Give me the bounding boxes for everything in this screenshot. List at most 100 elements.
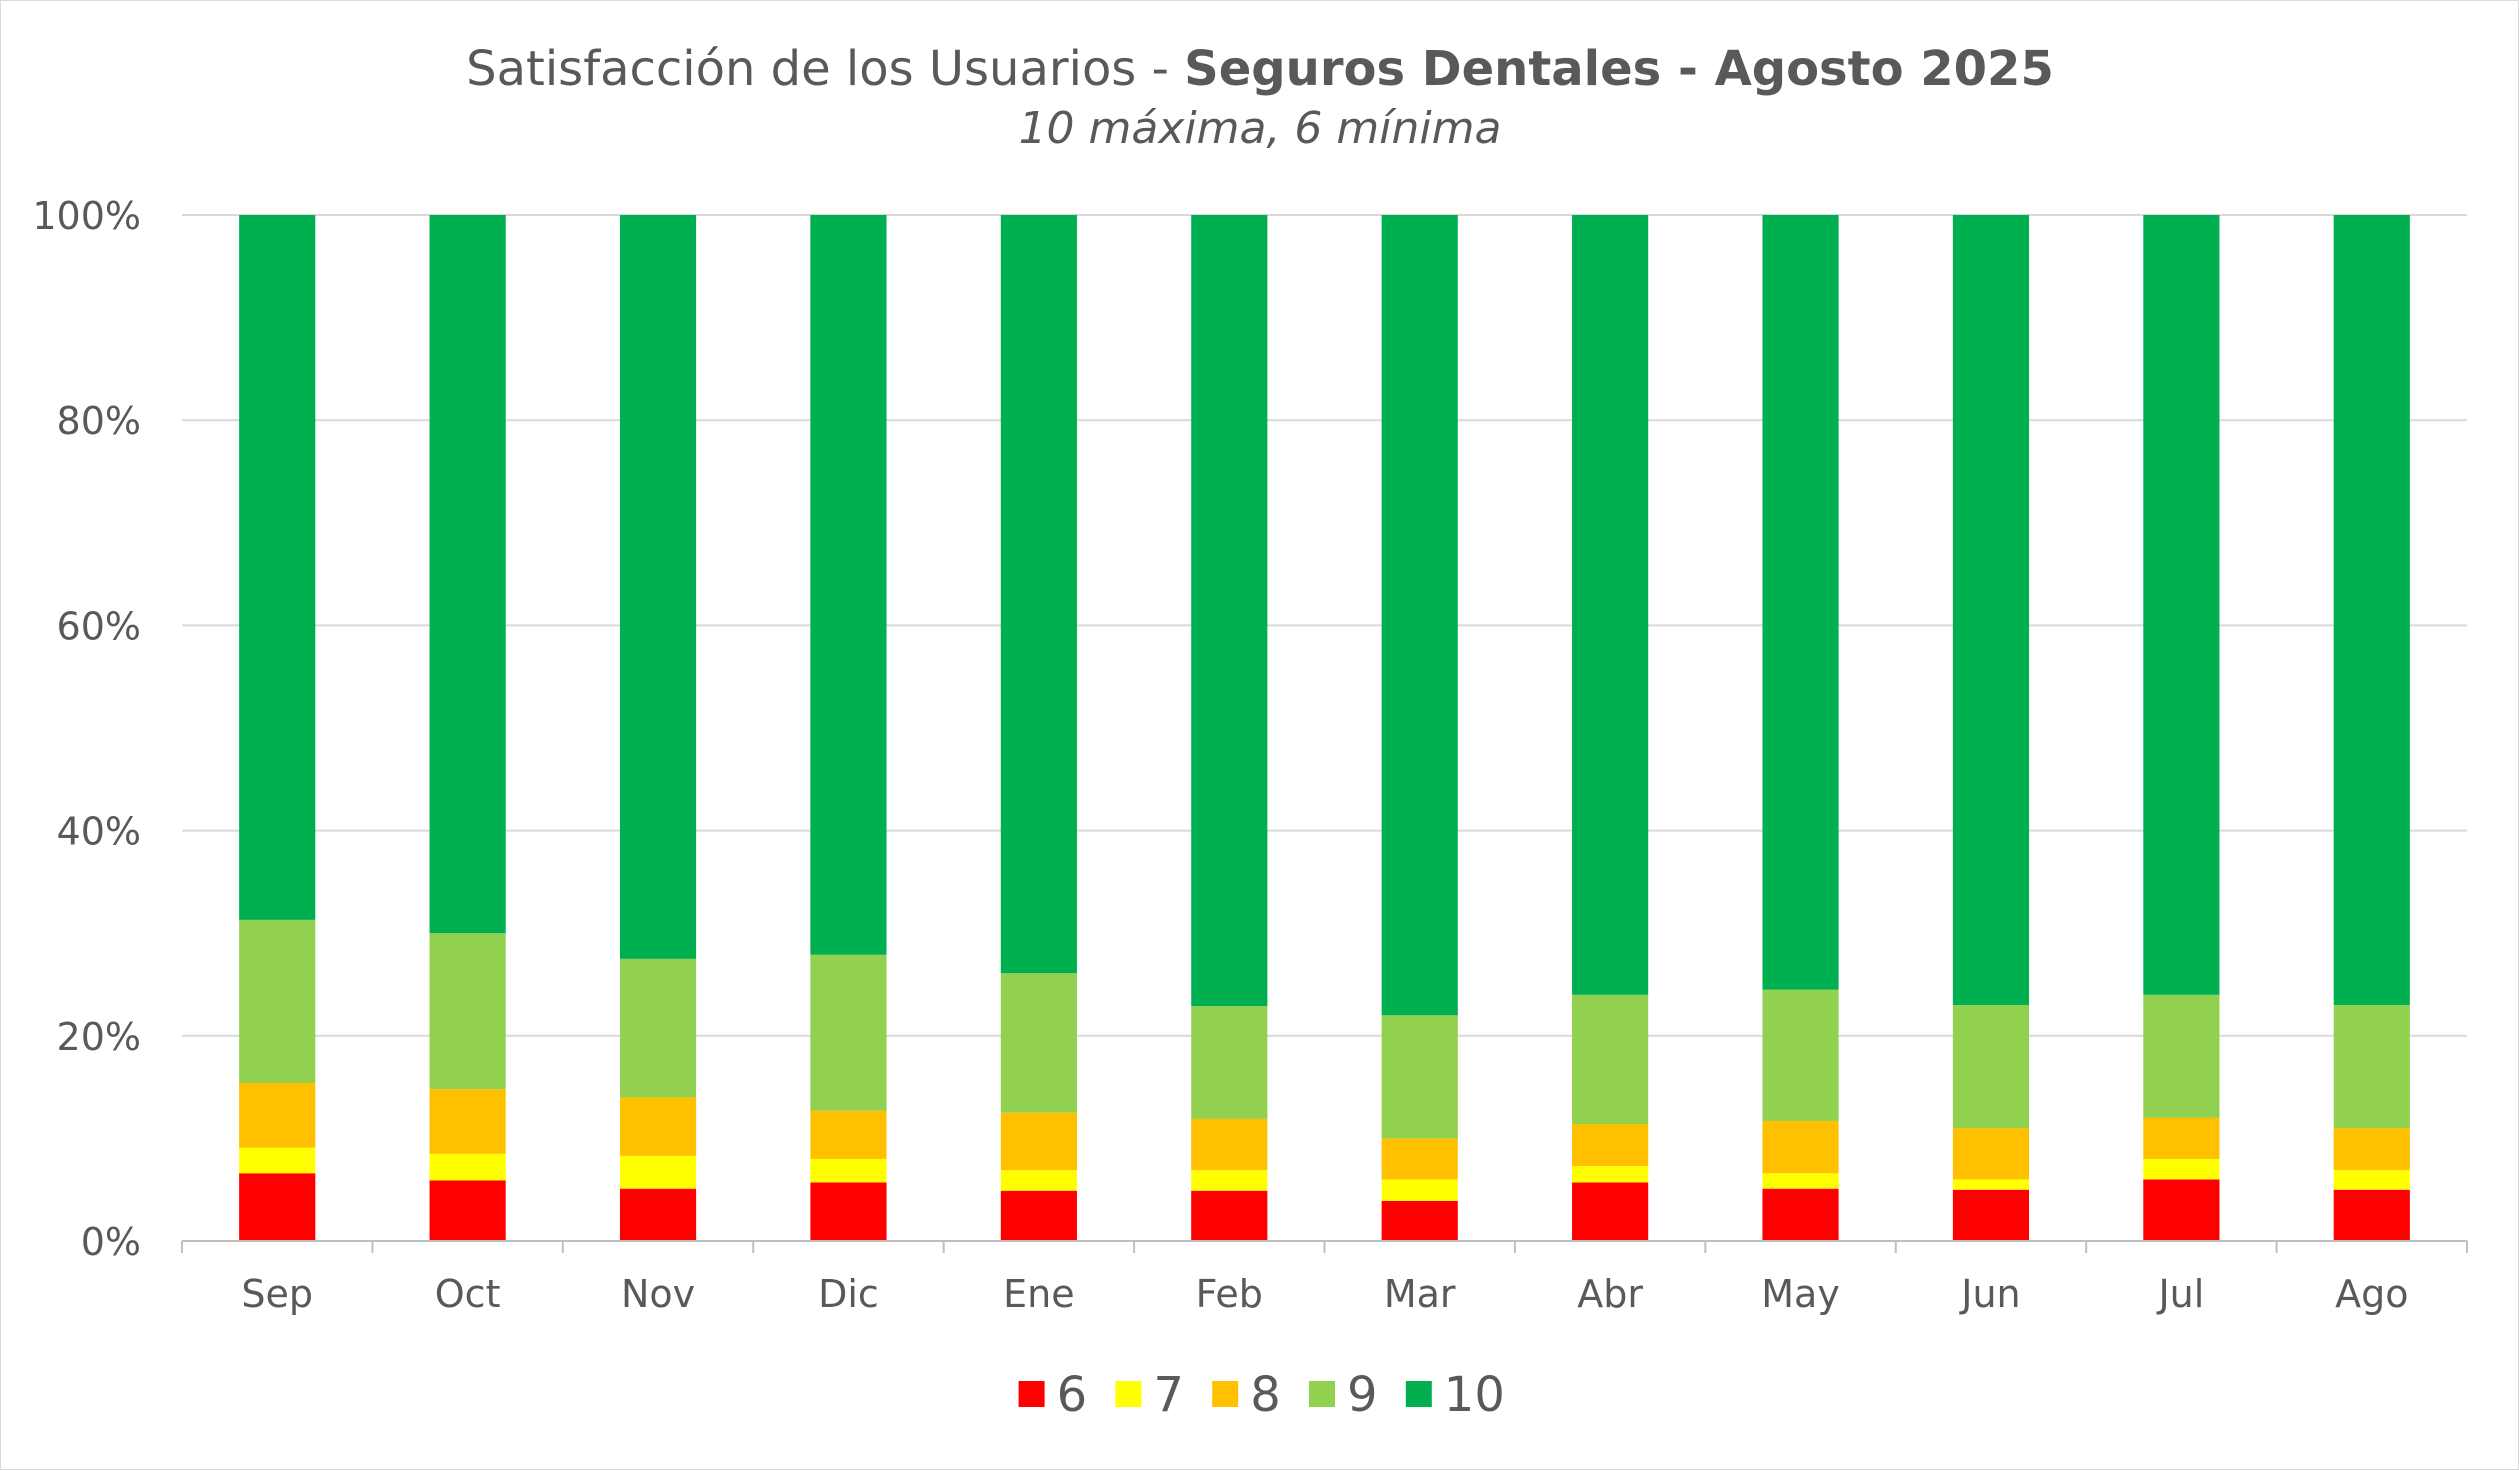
legend-item-6: 6 (1018, 1367, 1088, 1423)
legend-label: 7 (1153, 1367, 1184, 1423)
legend-swatch (1405, 1381, 1432, 1407)
bar-segment-mar-6 (1381, 1200, 1458, 1241)
bar-segment-oct-6 (429, 1180, 506, 1241)
x-tick-label: Mar (1384, 1272, 1456, 1316)
bar-segment-jun-9 (1952, 1005, 2030, 1129)
bar-segment-ene-6 (1000, 1190, 1077, 1241)
bar-segment-jun-6 (1952, 1189, 2030, 1241)
bar-segment-feb-9 (1191, 1006, 1268, 1119)
bar-segment-may-9 (1762, 989, 1839, 1121)
bar-segment-ago-7 (2333, 1170, 2410, 1190)
bar-segment-ago-6 (2333, 1189, 2410, 1241)
bar-segment-may-6 (1762, 1188, 1839, 1241)
bar-segment-nov-10 (619, 215, 697, 959)
x-axis-labels: Sep Oct Nov Dic Ene Feb Mar Abr May Jun Jul Ago (241, 1272, 2408, 1316)
bar-segment-sep-9 (239, 919, 316, 1083)
bar-segment-jul-10 (2143, 215, 2220, 995)
bar-segment-ene-10 (1000, 215, 1077, 974)
gridlines (182, 214, 2467, 1037)
bar-segment-nov-7 (619, 1155, 697, 1189)
x-tick-label: Ago (2335, 1272, 2408, 1316)
legend-label: 6 (1057, 1367, 1088, 1423)
bar-segment-nov-6 (619, 1188, 697, 1241)
bar-segment-may-7 (1762, 1173, 1839, 1189)
chart-title-regular: Satisfacción de los Usuarios - (466, 41, 1184, 97)
bar-segment-ago-10 (2333, 215, 2410, 1006)
bar-segment-sep-6 (239, 1173, 316, 1241)
x-axis (181, 1240, 2468, 1253)
legend-label: 8 (1250, 1367, 1281, 1423)
x-tick-label: Feb (1196, 1272, 1263, 1316)
bar-segment-ago-8 (2333, 1128, 2410, 1171)
bar-segment-abr-8 (1572, 1124, 1649, 1167)
x-tick-label: Jun (1959, 1272, 2020, 1316)
bar-segment-dic-9 (810, 954, 887, 1111)
x-tick-label: Dic (818, 1272, 879, 1316)
legend-label: 10 (1444, 1367, 1505, 1423)
bar-segment-feb-8 (1191, 1118, 1268, 1171)
bar-segment-ene-8 (1000, 1112, 1077, 1171)
bar-segment-nov-9 (619, 958, 697, 1098)
y-axis-ticks: 0% 20% 40% 60% 80% 100% (32, 194, 141, 1264)
x-tick-label: Oct (435, 1272, 501, 1316)
legend-item-8: 8 (1212, 1367, 1281, 1423)
bar-segment-may-8 (1762, 1120, 1839, 1174)
x-tick-label: Nov (621, 1272, 695, 1316)
bar-segment-mar-10 (1381, 215, 1458, 1016)
bar-segment-dic-6 (810, 1182, 887, 1241)
legend-label: 9 (1347, 1367, 1378, 1423)
bar-segment-ene-9 (1000, 973, 1077, 1113)
legend: 6 7 8 9 10 (1018, 1367, 1505, 1423)
bar-segment-ene-7 (1000, 1170, 1077, 1191)
bar-segment-oct-8 (429, 1089, 506, 1154)
y-tick-label: 60% (57, 604, 141, 648)
bar-segment-oct-9 (429, 933, 506, 1090)
bar-segment-jun-8 (1952, 1128, 2030, 1180)
legend-swatch (1115, 1381, 1142, 1407)
bar-segment-feb-10 (1191, 215, 1268, 1007)
bar-segment-jun-7 (1952, 1179, 2030, 1190)
y-tick-label: 80% (57, 399, 141, 443)
legend-swatch (1309, 1381, 1335, 1407)
bar-segment-feb-7 (1191, 1170, 1268, 1191)
bar-segment-oct-7 (429, 1153, 506, 1181)
bar-segment-ago-9 (2333, 1005, 2410, 1129)
bar-segment-abr-9 (1572, 994, 1649, 1125)
bar-segment-jul-8 (2143, 1117, 2220, 1159)
bar-segment-jun-10 (1952, 215, 2030, 1006)
bar-segment-jul-9 (2143, 994, 2220, 1118)
legend-item-10: 10 (1405, 1367, 1505, 1423)
bar-segment-sep-8 (239, 1082, 316, 1148)
bar-segment-feb-6 (1191, 1190, 1268, 1241)
bar-segment-nov-8 (619, 1097, 697, 1156)
x-tick-label: Sep (241, 1272, 313, 1316)
bar-segment-abr-10 (1572, 215, 1649, 995)
bar-segment-dic-8 (810, 1110, 887, 1159)
chart-subtitle: 10 máxima, 6 mínima (1019, 103, 1502, 154)
y-tick-label: 0% (81, 1220, 141, 1264)
bar-segment-dic-7 (810, 1158, 887, 1183)
x-tick-label: Jul (2156, 1272, 2204, 1316)
chart-title: Satisfacción de los Usuarios - Seguros D… (466, 41, 2054, 97)
x-tick-label: May (1761, 1272, 1840, 1316)
legend-swatch (1212, 1381, 1239, 1407)
x-tick-label: Ene (1003, 1272, 1074, 1316)
bar-segment-dic-10 (810, 215, 887, 955)
bar-segment-may-10 (1762, 215, 1839, 990)
bar-segment-jul-7 (2143, 1158, 2220, 1180)
bar-segment-sep-7 (239, 1147, 316, 1174)
bar-segment-sep-10 (239, 215, 316, 920)
y-tick-label: 40% (57, 810, 141, 854)
bar-segment-mar-7 (1381, 1179, 1458, 1201)
x-tick-label: Abr (1577, 1272, 1643, 1316)
bar-segment-jul-6 (2143, 1179, 2220, 1241)
bar-segment-abr-6 (1572, 1182, 1649, 1241)
bars (239, 215, 2410, 1241)
legend-item-7: 7 (1115, 1367, 1184, 1423)
bar-segment-abr-7 (1572, 1166, 1649, 1183)
chart-title-bold: Seguros Dentales - Agosto 2025 (1184, 41, 2054, 97)
bar-segment-mar-9 (1381, 1015, 1458, 1139)
legend-item-9: 9 (1309, 1367, 1378, 1423)
